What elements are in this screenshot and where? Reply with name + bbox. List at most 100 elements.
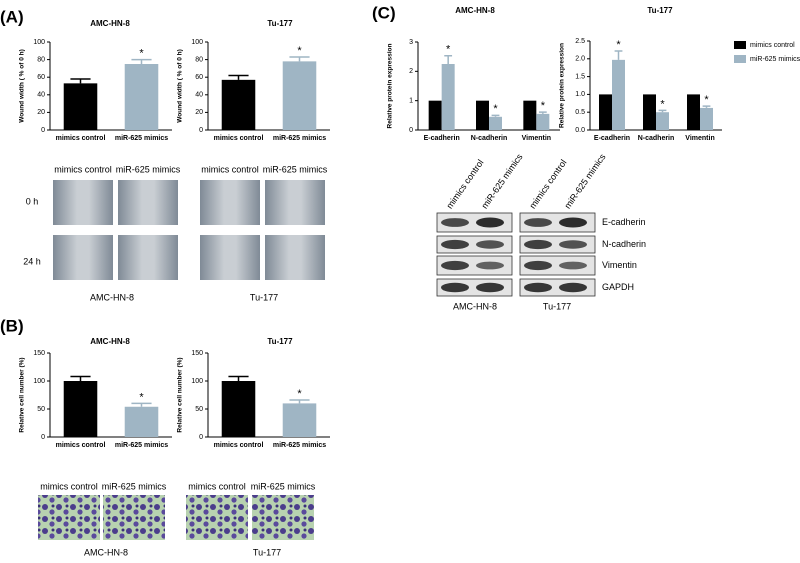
y-tick-label: 0 (199, 434, 203, 441)
bar (536, 113, 550, 130)
significance-mark: * (297, 388, 302, 400)
column-label: miR-625 mimics (102, 481, 167, 491)
y-tick-label: 100 (33, 39, 45, 46)
wound-image (118, 180, 178, 225)
y-tick-label: 20 (37, 109, 45, 116)
blot-band (559, 261, 587, 270)
wound-image (265, 235, 325, 280)
error-bar (131, 58, 152, 64)
wound-image (53, 180, 113, 225)
y-tick-label: 0.5 (575, 109, 585, 116)
x-tick-label: miR-625 mimics (115, 135, 168, 142)
protein-label: N-cadherin (602, 239, 646, 249)
x-tick-label: Vimentin (522, 135, 551, 142)
error-bar (289, 56, 310, 62)
y-tick-label: 0 (199, 127, 203, 134)
column-label: miR-625 mimics (562, 152, 607, 211)
chart-title: AMC-HN-8 (90, 337, 130, 346)
bar (523, 100, 537, 130)
blot-band (559, 282, 587, 293)
error-bar (538, 111, 547, 114)
bar (221, 79, 256, 130)
y-tick-label: 0.0 (575, 127, 585, 134)
x-tick-label: N-cadherin (638, 135, 675, 142)
error-bar (614, 50, 623, 60)
significance-mark: * (541, 100, 546, 112)
significance-mark: * (139, 391, 144, 403)
bar (221, 381, 256, 437)
bar (489, 116, 502, 130)
y-tick-label: 20 (195, 109, 203, 116)
significance-mark: * (446, 44, 451, 56)
x-tick-label: N-cadherin (471, 135, 508, 142)
x-tick-label: E-cadherin (424, 135, 460, 142)
y-tick-label: 60 (37, 74, 45, 81)
blot-band (441, 282, 469, 293)
chart-title: Tu-177 (647, 6, 673, 15)
blot-band (559, 217, 587, 228)
error-bar (491, 114, 500, 117)
protein-label: Vimentin (602, 260, 637, 270)
protein-label: GAPDH (602, 282, 634, 292)
y-tick-label: 100 (33, 378, 45, 385)
blot-band (559, 240, 587, 249)
wound-image (118, 235, 178, 280)
y-tick-label: 0 (409, 127, 413, 134)
y-tick-label: 100 (191, 39, 203, 46)
cell-line-label: AMC-HN-8 (90, 292, 134, 302)
bar (63, 83, 98, 130)
x-tick-label: mimics control (56, 442, 106, 449)
y-tick-label: 50 (195, 406, 203, 413)
y-tick-label: 0 (41, 127, 45, 134)
chart-title: Tu-177 (267, 337, 293, 346)
significance-mark: * (616, 39, 621, 51)
cell-line-label: AMC-HN-8 (453, 301, 497, 311)
y-tick-label: 1 (409, 98, 413, 105)
column-label: mimics control (527, 158, 568, 211)
error-bar (70, 78, 91, 84)
legend-swatch (734, 41, 746, 49)
bar (428, 100, 442, 130)
blot-band (476, 217, 504, 228)
x-tick-label: mimics control (214, 135, 264, 142)
y-tick-label: 80 (37, 56, 45, 63)
cell-line-label: Tu-177 (250, 292, 278, 302)
blot-band (441, 218, 469, 227)
y-tick-label: 40 (37, 92, 45, 99)
bar (441, 64, 455, 130)
bar (643, 94, 656, 130)
transwell-image (103, 495, 165, 540)
row-label: 24 h (23, 256, 41, 266)
significance-mark: * (297, 45, 302, 57)
blot-band (441, 260, 469, 271)
y-tick-label: 1.0 (575, 91, 585, 98)
y-axis-label: Relative cell number (%) (19, 357, 26, 432)
y-tick-label: 2 (409, 68, 413, 75)
column-label: miR-625 mimics (251, 481, 316, 491)
y-tick-label: 2.5 (575, 38, 585, 45)
error-bar (444, 55, 453, 64)
x-tick-label: Vimentin (685, 135, 714, 142)
chart-title: AMC-HN-8 (455, 6, 495, 15)
chart-title: Tu-177 (267, 19, 293, 28)
blot-band (524, 282, 552, 293)
x-tick-label: mimics control (56, 135, 106, 142)
significance-mark: * (139, 48, 144, 60)
x-tick-label: miR-625 mimics (115, 442, 168, 449)
column-label: mimics control (40, 481, 98, 491)
column-label: miR-625 mimics (479, 152, 524, 211)
y-tick-label: 3 (409, 39, 413, 46)
significance-mark: * (493, 103, 498, 115)
y-axis-label: Relative protein expression (387, 44, 394, 129)
bar (124, 64, 159, 130)
y-tick-label: 150 (191, 350, 203, 357)
significance-mark: * (704, 94, 709, 106)
error-bar (702, 105, 711, 108)
chart-title: AMC-HN-8 (90, 19, 130, 28)
legend-label: miR-625 mimics (750, 56, 800, 63)
blot-band (524, 260, 552, 271)
protein-label: E-cadherin (602, 217, 646, 227)
wound-image (265, 180, 325, 225)
y-tick-label: 50 (37, 406, 45, 413)
cell-line-label: AMC-HN-8 (84, 547, 128, 557)
